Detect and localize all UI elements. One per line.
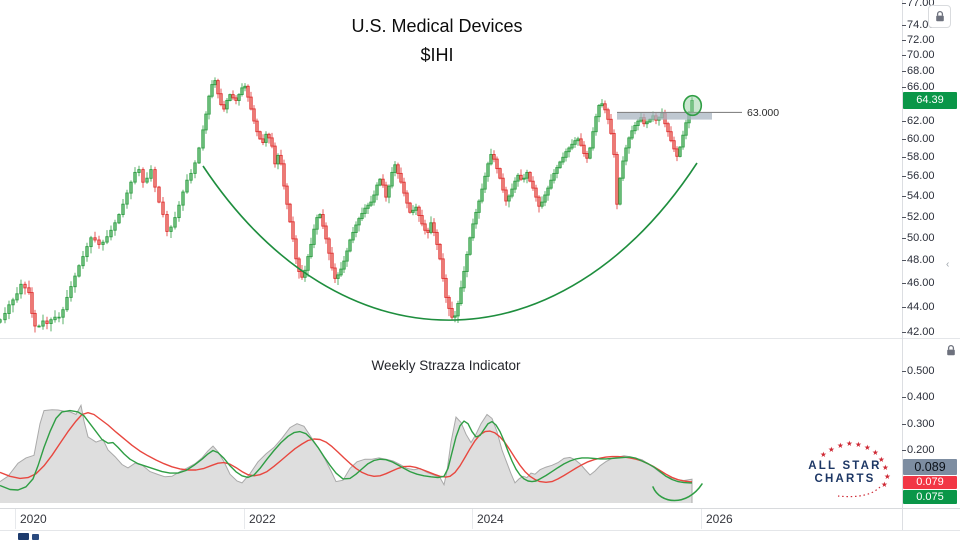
indicator-area-outline xyxy=(0,403,693,503)
price-axis-tick: 50.00 xyxy=(907,232,935,244)
star-icon: ★ xyxy=(828,445,835,454)
indicator-value-badge: 0.089 xyxy=(903,459,957,475)
candlestick-series[interactable] xyxy=(0,77,694,333)
price-tick-mark xyxy=(902,196,906,197)
star-icon: ★ xyxy=(837,441,844,450)
price-axis-tick: 42.00 xyxy=(907,326,935,338)
lock-icon xyxy=(935,10,944,22)
price-axis-tick: 58.00 xyxy=(907,151,935,163)
time-axis-tick xyxy=(244,509,245,529)
price-tick-mark xyxy=(902,283,906,284)
price-axis-tick: 74.00 xyxy=(907,19,935,31)
price-tick-mark xyxy=(902,307,906,308)
resistance-price-label: 63.000 xyxy=(747,107,780,119)
collapse-arrow-icon[interactable]: ‹ xyxy=(946,259,950,270)
price-tick-mark xyxy=(902,121,906,122)
indicator-tick-mark xyxy=(902,397,906,398)
last-price-badge: 64.39 xyxy=(903,92,957,109)
star-icon: ★ xyxy=(881,480,888,489)
price-axis-tick: 44.00 xyxy=(907,301,935,313)
price-tick-mark xyxy=(902,3,906,4)
indicator-tick-mark xyxy=(902,450,906,451)
time-axis-tick xyxy=(472,509,473,529)
price-tick-mark xyxy=(902,40,906,41)
star-icon: ★ xyxy=(846,439,853,448)
scale-lock-button[interactable] xyxy=(928,5,951,28)
price-axis-tick: 62.00 xyxy=(907,115,935,127)
indicator-axis-tick: 0.500 xyxy=(907,365,935,377)
logo-dotted-arc xyxy=(837,486,881,498)
resistance-zone[interactable] xyxy=(617,112,712,120)
indicator-axis-tick: 0.200 xyxy=(907,444,935,456)
price-axis-tick: 52.00 xyxy=(907,211,935,223)
price-tick-mark xyxy=(902,139,906,140)
time-axis-tick xyxy=(15,509,16,529)
time-axis-tick xyxy=(701,509,702,529)
slow-line-value-badge: 0.079 xyxy=(903,476,957,489)
indicator-axis-tick: 0.300 xyxy=(907,418,935,430)
star-icon: ★ xyxy=(884,472,891,481)
chart-title: U.S. Medical Devices xyxy=(351,16,523,36)
star-icon: ★ xyxy=(855,440,862,449)
star-icon: ★ xyxy=(878,455,885,464)
indicator-scale-lock-button[interactable] xyxy=(940,340,960,361)
price-axis-tick: 54.00 xyxy=(907,190,935,202)
price-axis-tick: 46.00 xyxy=(907,277,935,289)
indicator-axis-tick: 0.400 xyxy=(907,391,935,403)
star-icon: ★ xyxy=(820,450,827,459)
price-tick-mark xyxy=(902,238,906,239)
price-tick-mark xyxy=(902,332,906,333)
price-axis-tick: 77.00 xyxy=(907,0,935,9)
price-axis-tick: 72.00 xyxy=(907,34,935,46)
price-tick-mark xyxy=(902,260,906,261)
price-axis-tick: 68.00 xyxy=(907,65,935,77)
price-tick-mark xyxy=(902,157,906,158)
breakout-circle-annotation[interactable] xyxy=(682,94,703,117)
price-tick-mark xyxy=(902,25,906,26)
indicator-tick-mark xyxy=(902,424,906,425)
lock-icon xyxy=(946,344,955,356)
price-axis-tick: 66.00 xyxy=(907,81,935,93)
allstarcharts-logo: ALL STAR CHARTS ★ ★ ★ ★ ★ ★ ★ ★ ★ ★ ★ xyxy=(800,436,900,506)
logo-text-line2: CHARTS xyxy=(814,473,876,485)
smile-arc-annotation[interactable] xyxy=(652,483,703,502)
logo-text-line1: ALL STAR xyxy=(808,460,882,472)
price-tick-mark xyxy=(902,217,906,218)
price-axis-tick: 48.00 xyxy=(907,254,935,266)
panel-separator[interactable] xyxy=(0,338,960,339)
price-tick-mark xyxy=(902,55,906,56)
time-axis-label: 2024 xyxy=(477,512,504,526)
indicator-tick-mark xyxy=(902,371,906,372)
star-icon: ★ xyxy=(864,443,871,452)
chart-symbol: $IHI xyxy=(420,45,454,65)
price-axis-border xyxy=(902,0,903,530)
tradingview-logo-partial[interactable] xyxy=(32,534,39,540)
time-axis-label: 2020 xyxy=(20,512,47,526)
price-axis-tick: 60.00 xyxy=(907,133,935,145)
signal-fast-line[interactable] xyxy=(0,409,692,491)
price-tick-mark xyxy=(902,71,906,72)
indicator-title: Weekly Strazza Indicator xyxy=(371,358,521,373)
time-axis-label: 2022 xyxy=(249,512,276,526)
indicator-area[interactable] xyxy=(0,405,692,503)
price-axis-tick: 56.00 xyxy=(907,170,935,182)
bottom-border xyxy=(0,530,960,531)
price-tick-mark xyxy=(902,176,906,177)
fast-line-value-badge: 0.075 xyxy=(903,490,957,504)
tradingview-logo-partial[interactable] xyxy=(18,533,29,540)
price-axis-tick: 70.00 xyxy=(907,49,935,61)
signal-slow-line[interactable] xyxy=(0,412,692,483)
cup-arc-annotation[interactable] xyxy=(202,162,698,321)
star-icon: ★ xyxy=(882,463,889,472)
time-axis-label: 2026 xyxy=(706,512,733,526)
time-axis-border xyxy=(0,508,960,509)
star-icon: ★ xyxy=(872,448,879,457)
price-tick-mark xyxy=(902,87,906,88)
